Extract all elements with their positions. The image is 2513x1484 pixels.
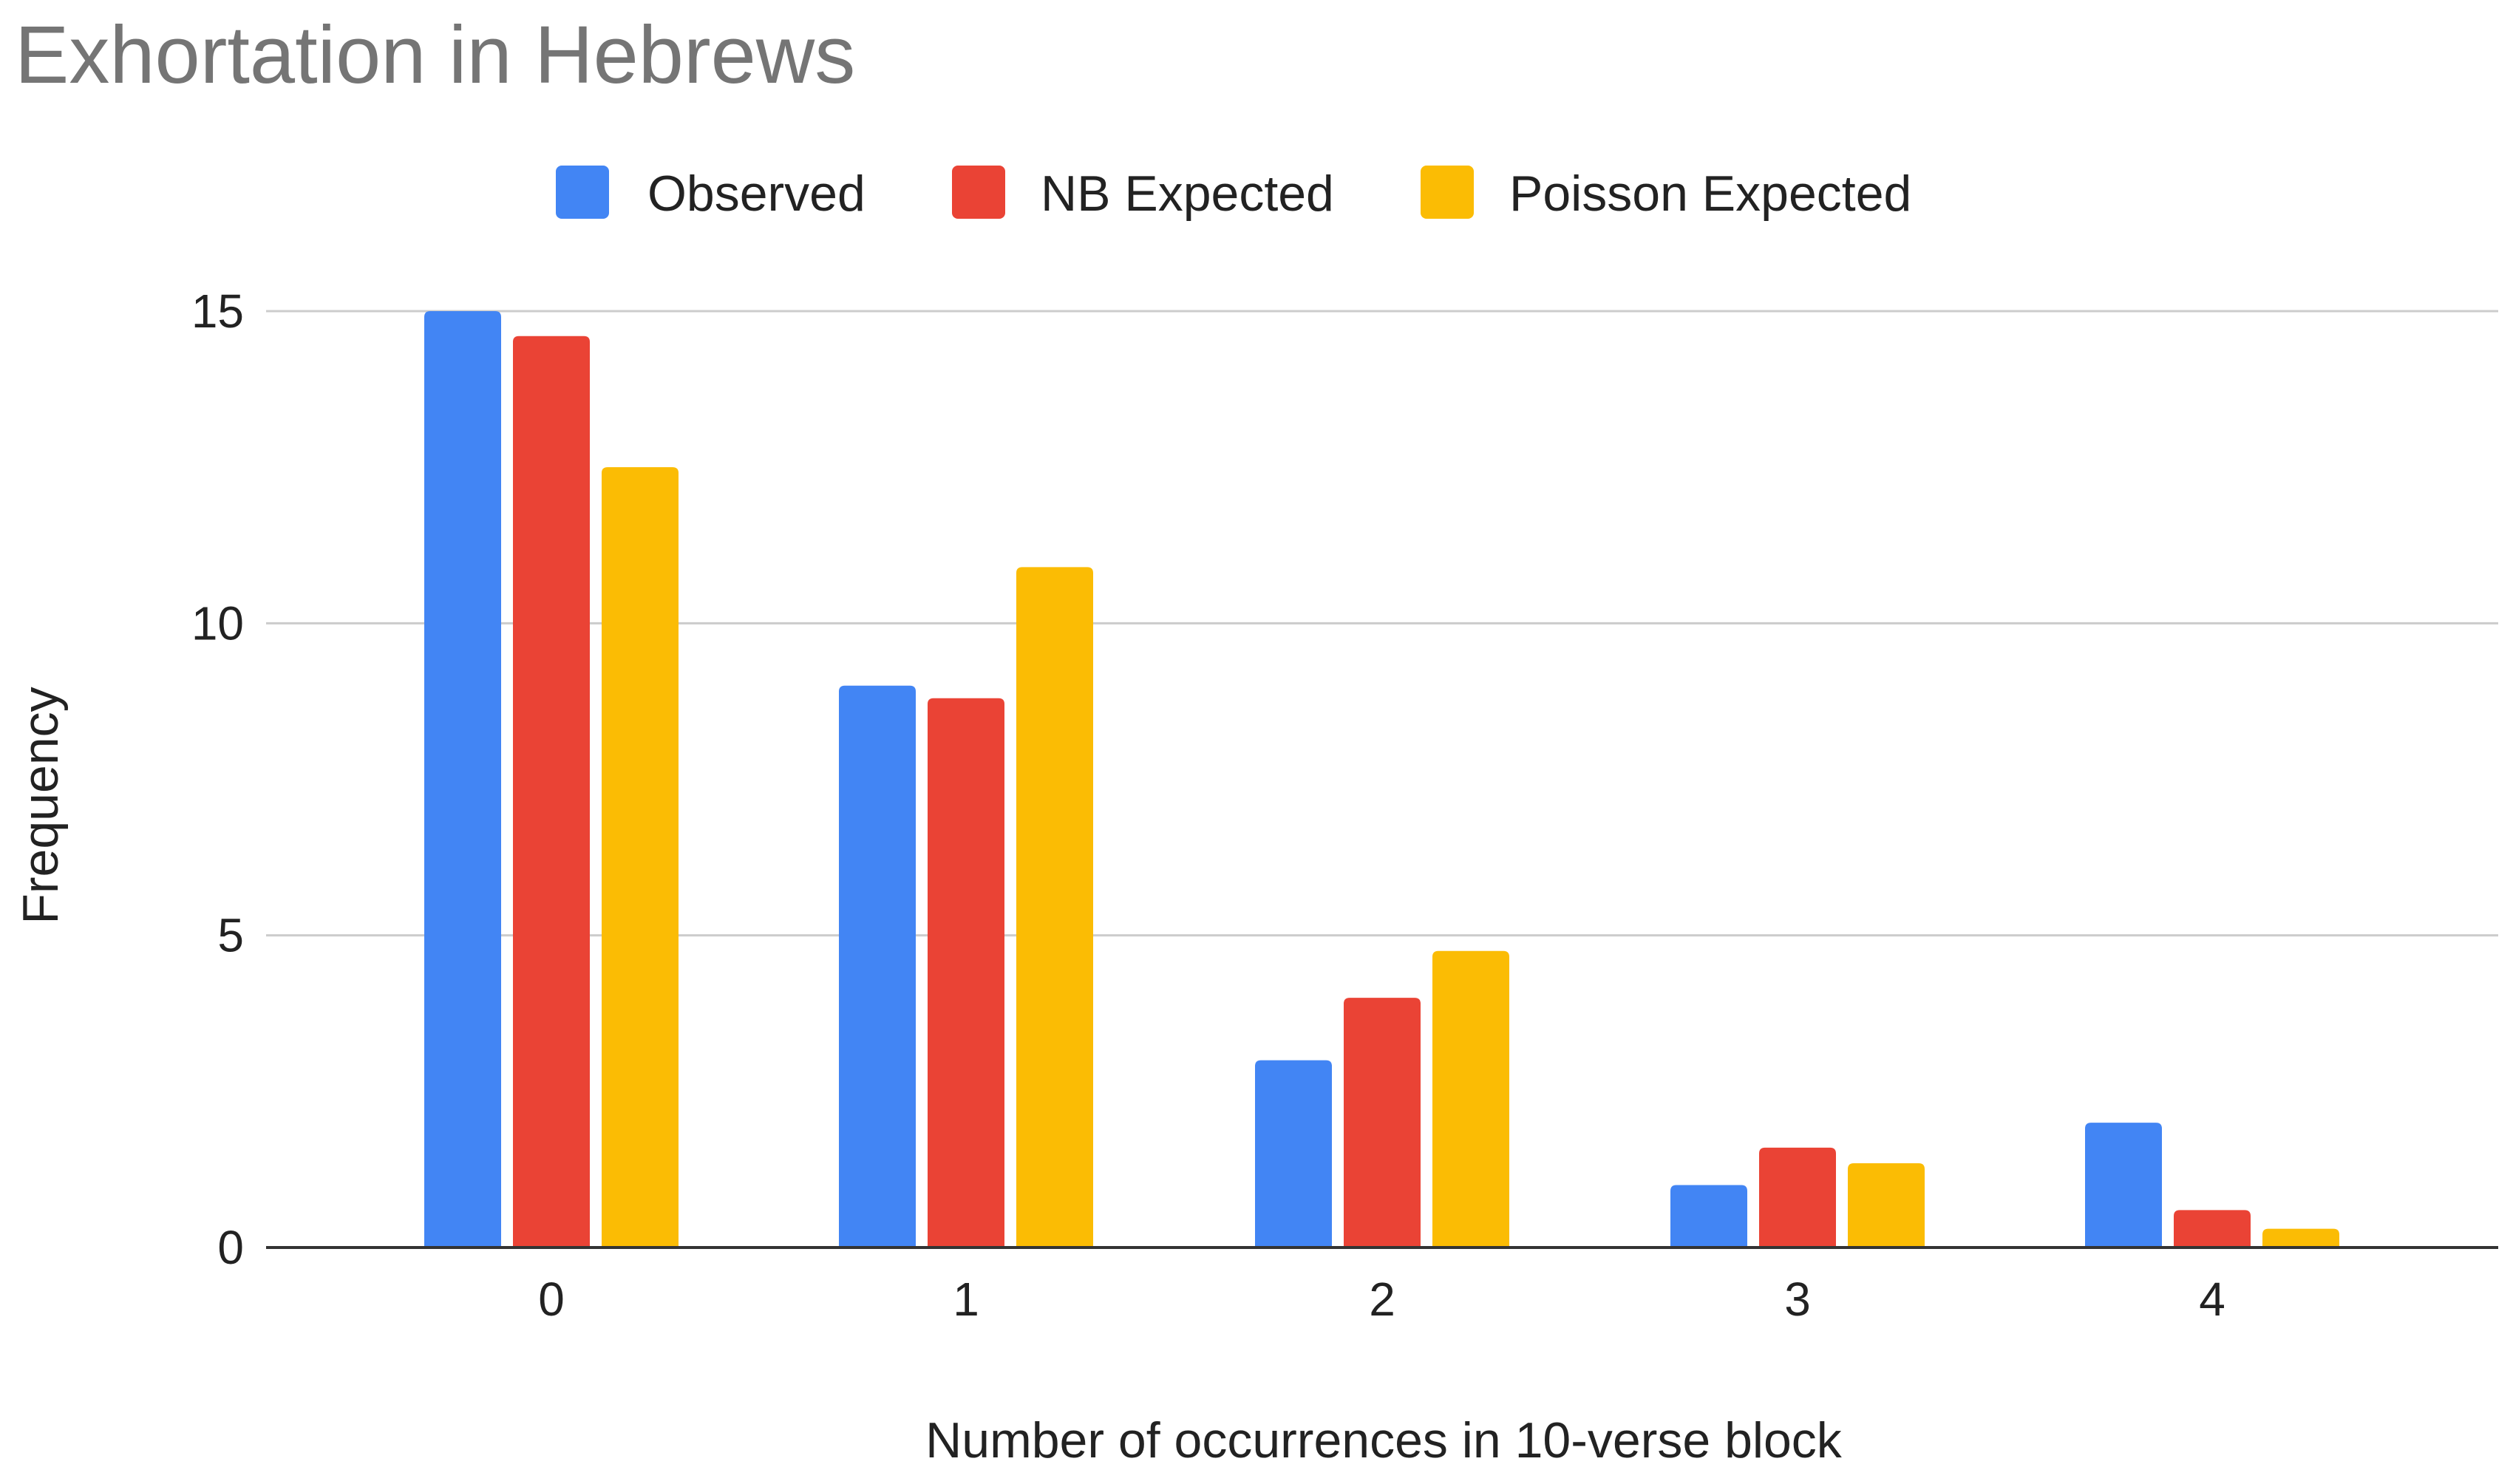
- bar-observed-2: [1255, 1060, 1332, 1248]
- x-tick-label: 0: [538, 1273, 565, 1326]
- y-tick-label: 0: [217, 1221, 244, 1274]
- bar-observed-1: [839, 685, 916, 1248]
- y-tick-label: 10: [191, 596, 244, 650]
- legend: Observed NB Expected Poisson Expected: [556, 166, 1911, 222]
- y-tick-label: 15: [191, 285, 244, 338]
- legend-label-poisson-expected: Poisson Expected: [1509, 166, 1911, 222]
- legend-label-nb-expected: NB Expected: [1041, 166, 1334, 222]
- bar-observed-0: [424, 311, 501, 1248]
- legend-swatch-observed: [556, 166, 609, 219]
- bar-nb-expected-1: [928, 698, 1004, 1248]
- y-axis-label: Frequency: [13, 687, 69, 924]
- x-tick-label: 1: [953, 1273, 979, 1326]
- bar-poisson-expected-2: [1432, 950, 1509, 1248]
- bars: [424, 311, 2339, 1248]
- bar-observed-4: [2085, 1123, 2162, 1248]
- x-axis-ticks: 0 1 2 3 4: [538, 1273, 2225, 1326]
- bar-observed-3: [1670, 1185, 1747, 1248]
- bar-poisson-expected-3: [1848, 1163, 1925, 1248]
- x-tick-label: 3: [1784, 1273, 1811, 1326]
- y-tick-label: 5: [217, 909, 244, 962]
- bar-nb-expected-4: [2174, 1210, 2251, 1248]
- bar-nb-expected-3: [1759, 1147, 1836, 1248]
- bar-nb-expected-2: [1344, 998, 1421, 1248]
- bar-poisson-expected-4: [2262, 1228, 2339, 1248]
- bar-poisson-expected-1: [1016, 567, 1093, 1248]
- legend-swatch-poisson-expected: [1421, 166, 1474, 219]
- y-axis-ticks: 0 5 10 15: [191, 285, 244, 1274]
- x-axis-label: Number of occurrences in 10-verse block: [925, 1412, 1843, 1468]
- chart-title: Exhortation in Hebrews: [15, 10, 855, 101]
- bar-poisson-expected-0: [602, 467, 679, 1248]
- x-tick-label: 4: [2199, 1273, 2225, 1326]
- bar-nb-expected-0: [513, 336, 590, 1248]
- x-tick-label: 2: [1369, 1273, 1395, 1326]
- legend-label-observed: Observed: [647, 166, 866, 222]
- legend-swatch-nb-expected: [952, 166, 1005, 219]
